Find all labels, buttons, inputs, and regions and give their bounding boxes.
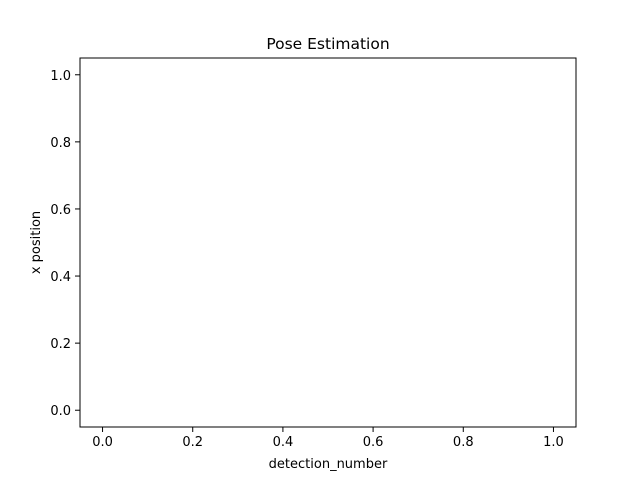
x-tick-label: 0.8 [453,435,474,450]
y-axis-ticks: 0.0 0.2 0.4 0.6 0.8 1.0 [50,69,80,419]
x-tick-label: 0.2 [182,435,203,450]
y-tick-label: 0.6 [50,203,71,218]
y-tick-label: 0.0 [50,404,71,419]
y-tick-label: 1.0 [50,69,71,84]
x-axis-label: detection_number [269,457,388,472]
y-axis-label: x position [29,211,44,274]
y-tick-label: 0.4 [50,270,71,285]
y-tick-label: 0.8 [50,136,71,151]
y-tick-label: 0.2 [50,337,71,352]
x-tick-label: 0.6 [363,435,384,450]
plot-area [80,58,576,427]
x-tick-label: 0.0 [92,435,113,450]
chart-title: Pose Estimation [266,35,389,53]
axes-frame [79,57,577,428]
x-tick-label: 0.4 [273,435,294,450]
x-axis-ticks: 0.0 0.2 0.4 0.6 0.8 1.0 [92,427,564,450]
x-tick-label: 1.0 [543,435,564,450]
